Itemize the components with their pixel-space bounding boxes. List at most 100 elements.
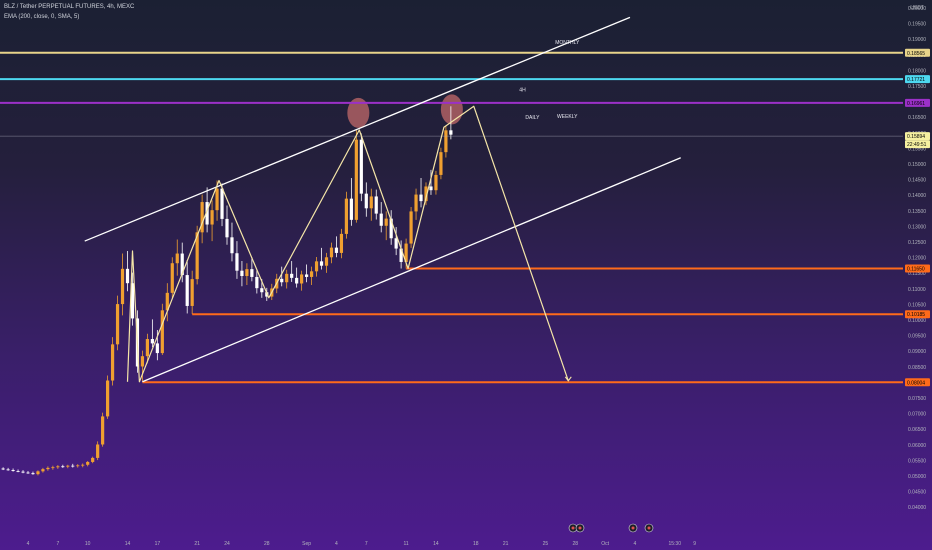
event-icon-dot xyxy=(571,526,575,530)
candle-up xyxy=(314,261,319,272)
candle-up xyxy=(140,356,145,367)
candle-down xyxy=(185,275,189,306)
candle-up xyxy=(210,210,214,225)
candle-down xyxy=(71,465,75,467)
candle-up xyxy=(409,211,413,244)
candle-down xyxy=(305,274,309,277)
candle-up xyxy=(170,263,174,293)
x-tick-label: 7 xyxy=(56,541,59,547)
x-tick-label: 4 xyxy=(634,541,637,547)
price-label-text: 0.08004 xyxy=(907,380,925,386)
x-tick-label: 17 xyxy=(155,541,161,547)
x-tick-label: 9 xyxy=(693,541,696,547)
price-label-badge xyxy=(905,98,930,107)
candle-down xyxy=(399,248,403,262)
candle-down xyxy=(21,471,25,473)
candle-down xyxy=(240,270,244,277)
candle-down xyxy=(6,469,10,471)
annotation-label: MONTHLY xyxy=(555,40,580,46)
chart-header-indicator: EMA (200, close, 0, SMA, 5) xyxy=(4,14,80,20)
candle-down xyxy=(1,468,5,470)
y-tick-label: 0.13000 xyxy=(908,224,926,230)
candle-down xyxy=(235,253,239,271)
x-tick-label: 14 xyxy=(125,541,131,547)
price-label-text: 0.18565 xyxy=(907,51,925,57)
x-tick-label: 28 xyxy=(572,541,578,547)
price-label-badge xyxy=(905,264,930,273)
event-icon-dot xyxy=(647,526,651,530)
candle-down xyxy=(150,339,154,344)
y-tick-label: 0.09000 xyxy=(908,349,926,355)
candle-down xyxy=(230,237,234,254)
candle-up xyxy=(344,198,348,234)
candle-up xyxy=(81,464,85,466)
x-tick-label: 21 xyxy=(503,541,509,547)
projection-arrowhead xyxy=(564,376,572,382)
candle-up xyxy=(424,186,428,202)
candle-up xyxy=(120,268,125,305)
candle-up xyxy=(285,273,289,283)
candle-down xyxy=(280,278,284,283)
candle-down xyxy=(290,273,294,278)
x-tick-label: 4 xyxy=(27,541,30,547)
candle-up xyxy=(190,279,194,306)
candle-up xyxy=(245,269,249,277)
candle-down xyxy=(429,186,433,191)
candle-down xyxy=(31,473,35,475)
candle-up xyxy=(195,232,199,280)
candle-down xyxy=(11,470,15,472)
candle-down xyxy=(394,238,398,249)
candle-up xyxy=(309,271,314,277)
y-tick-label: 0.15500 xyxy=(908,146,926,152)
price-axis: 0.200000.195000.190000.185000.180000.175… xyxy=(905,6,930,511)
candle-up xyxy=(106,380,110,417)
channel-line xyxy=(142,157,681,383)
candle-up xyxy=(165,292,169,311)
candle-up xyxy=(200,202,204,233)
y-tick-label: 0.07500 xyxy=(908,396,926,402)
candle-down xyxy=(260,288,264,293)
candle-up xyxy=(300,274,304,284)
x-tick-label: 21 xyxy=(194,541,200,547)
highlight-circle xyxy=(347,97,370,128)
y-tick-label: 0.20000 xyxy=(908,6,926,12)
y-tick-label: 0.12500 xyxy=(908,240,926,246)
candle-up xyxy=(66,465,70,467)
candle-up xyxy=(329,247,334,258)
candle-down xyxy=(295,277,299,284)
price-label-text: 0.10185 xyxy=(907,312,925,318)
price-label-badge xyxy=(905,48,930,57)
highlight-circles xyxy=(347,94,463,128)
event-icon-dot xyxy=(578,526,582,530)
candles xyxy=(1,106,453,476)
x-tick-label: Sep xyxy=(302,541,311,547)
y-tick-label: 0.06000 xyxy=(908,443,926,449)
candle-down xyxy=(26,472,30,474)
candle-up xyxy=(41,469,45,472)
candle-down xyxy=(319,261,324,266)
candle-up xyxy=(76,465,80,467)
candle-down xyxy=(379,213,383,226)
candle-down xyxy=(359,139,363,194)
candle-up xyxy=(384,218,388,226)
candle-up xyxy=(36,471,40,475)
y-tick-label: 0.10500 xyxy=(908,302,926,308)
x-tick-label: 25 xyxy=(543,541,549,547)
y-tick-label: 0.18000 xyxy=(908,68,926,74)
event-icons xyxy=(568,523,654,533)
x-tick-label: 15:30 xyxy=(668,541,681,547)
y-tick-label: 0.04000 xyxy=(908,505,926,511)
candle-down xyxy=(364,193,368,209)
candle-up xyxy=(86,461,90,465)
y-tick-label: 0.16500 xyxy=(908,115,926,121)
y-tick-label: 0.17500 xyxy=(908,84,926,90)
candle-up xyxy=(46,467,50,470)
y-tick-label: 0.19500 xyxy=(908,22,926,28)
y-tick-label: 0.05000 xyxy=(908,474,926,480)
candle-up xyxy=(434,174,438,191)
candle-up xyxy=(354,139,358,220)
price-label-badge xyxy=(905,378,930,387)
candle-down xyxy=(349,198,353,220)
